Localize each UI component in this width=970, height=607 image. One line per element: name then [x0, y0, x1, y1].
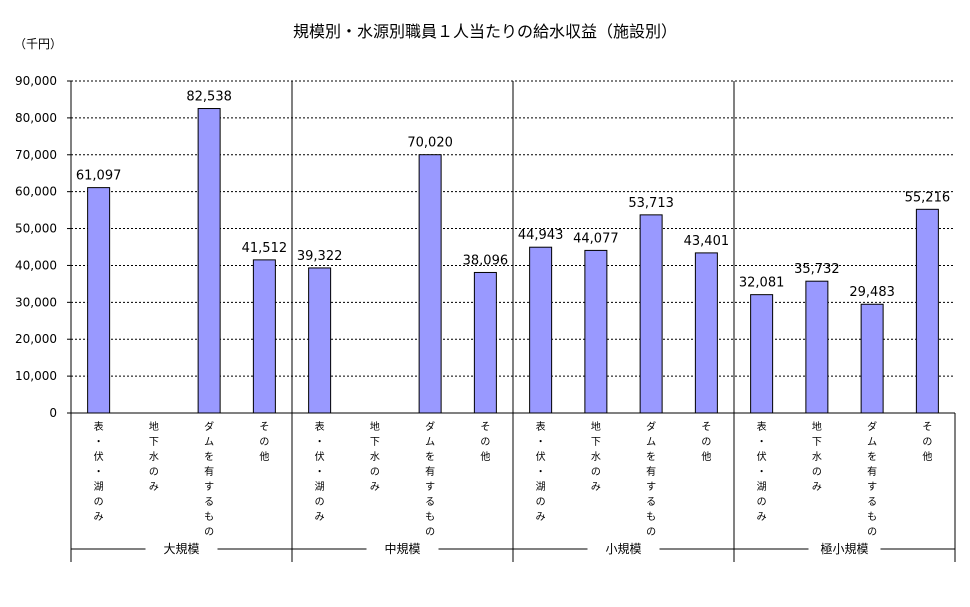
category-label: 表・伏・湖のみ [315, 420, 325, 523]
data-label: 44,943 [518, 228, 564, 243]
y-tick-label: 30,000 [15, 295, 57, 309]
y-tick-label: 40,000 [15, 258, 57, 272]
category-label: ダムを有するもの [204, 420, 214, 538]
data-label: 70,020 [407, 136, 453, 151]
y-tick-label: 60,000 [15, 185, 57, 199]
category-label: 地下水のみ [812, 420, 822, 493]
group-label: 大規模 [163, 541, 199, 556]
data-label: 35,732 [794, 262, 840, 277]
y-tick-label: 80,000 [15, 111, 57, 125]
data-label: 55,216 [905, 190, 951, 205]
group-label: 極小規模 [820, 541, 868, 556]
category-label: 表・伏・湖のみ [94, 420, 104, 523]
data-label: 82,538 [186, 90, 232, 105]
category-label: 地下水のみ [591, 420, 601, 493]
data-label: 61,097 [76, 169, 122, 184]
y-tick-label: 20,000 [15, 332, 57, 346]
category-label: ダムを有するもの [646, 420, 656, 538]
bar [529, 246, 553, 414]
bar [87, 187, 111, 414]
bar [915, 208, 939, 414]
category-label: 地下水のみ [370, 420, 380, 493]
category-label: その他 [701, 421, 711, 463]
y-tick-label: 50,000 [15, 222, 57, 236]
bar [308, 267, 332, 414]
bar [473, 271, 497, 414]
data-label: 41,512 [242, 241, 288, 256]
chart-title: 規模別・水源別職員１人当たりの給水収益（施設別） [293, 22, 677, 41]
bar [252, 259, 276, 414]
category-label: 地下水のみ [149, 420, 159, 493]
category-label: 表・伏・湖のみ [757, 420, 767, 523]
category-label: 表・伏・湖のみ [536, 420, 546, 523]
y-axis: 0 10,000 20,000 30,000 40,000 50,000 60,000 70,… [15, 74, 72, 420]
bar [639, 214, 663, 414]
data-label: 29,483 [849, 285, 895, 300]
y-tick-label: 70,000 [15, 148, 57, 162]
data-label: 53,713 [628, 196, 674, 211]
category-label: その他 [922, 421, 932, 463]
y-tick-label: 10,000 [15, 369, 57, 383]
category-label: ダムを有するもの [867, 420, 877, 538]
data-label: 44,077 [573, 231, 619, 246]
data-label: 32,081 [739, 276, 785, 291]
y-tick-label: 90,000 [15, 74, 57, 88]
group-label: 中規模 [384, 541, 420, 556]
category-label: その他 [259, 421, 269, 463]
data-label: 43,401 [684, 234, 730, 249]
data-label: 38,096 [463, 253, 509, 268]
bar [418, 154, 442, 414]
unit-label: （千円） [14, 37, 62, 51]
bar [860, 303, 884, 414]
bars: 61,097 82,538 41,512 39,322 70,020 38,096 44,9… [76, 90, 951, 414]
bar [805, 280, 829, 414]
y-tick-label: 0 [49, 406, 57, 420]
group-label: 小規模 [605, 541, 641, 556]
category-label: その他 [480, 421, 490, 463]
bar [197, 108, 221, 414]
bar [584, 249, 608, 414]
bar [750, 294, 774, 414]
category-label: ダムを有するもの [425, 420, 435, 538]
data-label: 39,322 [297, 249, 343, 264]
bar [694, 252, 718, 414]
